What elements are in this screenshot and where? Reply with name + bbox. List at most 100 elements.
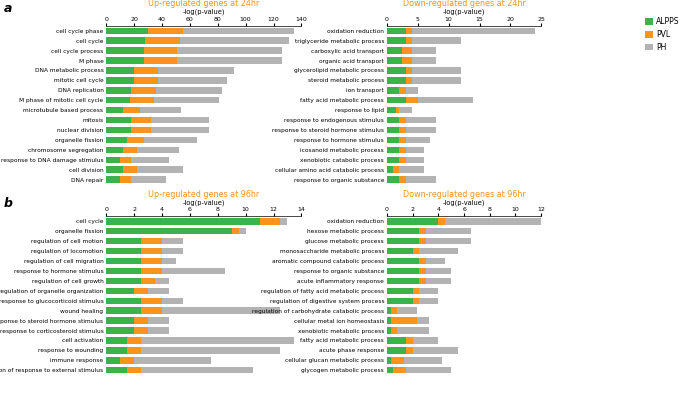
Bar	[123, 146, 137, 153]
Bar	[399, 137, 406, 143]
Bar	[106, 337, 127, 344]
Bar	[399, 107, 412, 114]
Title: Up-regulated genes at 24hr: Up-regulated genes at 24hr	[148, 0, 260, 8]
Bar	[406, 176, 436, 183]
Bar	[393, 166, 399, 173]
Bar	[419, 228, 425, 235]
Bar	[106, 287, 134, 294]
Bar	[387, 27, 406, 34]
Bar	[148, 27, 183, 34]
Bar	[148, 327, 169, 334]
Bar	[130, 97, 153, 104]
Bar	[148, 287, 169, 294]
Bar	[106, 87, 132, 94]
Bar	[406, 367, 451, 374]
Bar	[106, 97, 130, 104]
Bar	[387, 268, 419, 274]
Bar	[280, 218, 288, 225]
Bar	[156, 87, 222, 94]
Bar	[387, 137, 399, 143]
Bar	[106, 166, 123, 173]
Bar	[406, 37, 412, 44]
Bar	[387, 327, 391, 334]
Bar	[162, 238, 183, 245]
Bar	[387, 156, 399, 163]
Bar	[406, 146, 424, 153]
Bar	[418, 97, 473, 104]
Bar	[387, 166, 393, 173]
Bar	[406, 77, 412, 84]
Bar	[106, 117, 132, 123]
Bar	[144, 57, 177, 64]
Bar	[177, 47, 282, 54]
Bar	[387, 218, 438, 225]
Bar	[391, 327, 397, 334]
Bar	[106, 218, 260, 225]
Bar	[155, 278, 169, 284]
Bar	[406, 337, 412, 344]
Bar	[387, 77, 406, 84]
Bar	[406, 27, 412, 34]
Bar	[387, 248, 412, 254]
Bar	[141, 367, 253, 374]
Bar	[132, 156, 169, 163]
Bar	[106, 176, 120, 183]
Bar	[387, 258, 419, 264]
Bar	[391, 357, 403, 364]
Bar	[106, 127, 132, 133]
Bar	[106, 297, 141, 304]
Bar	[106, 57, 144, 64]
Bar	[397, 307, 416, 314]
Bar	[127, 137, 144, 143]
Bar	[399, 127, 406, 133]
Bar	[106, 278, 141, 284]
Bar	[123, 107, 140, 114]
Title: Up-regulated genes at 96hr: Up-regulated genes at 96hr	[148, 190, 260, 199]
Text: b: b	[3, 197, 12, 210]
Bar	[419, 268, 425, 274]
Bar	[387, 117, 399, 123]
Bar	[162, 258, 176, 264]
Bar	[148, 317, 169, 324]
Bar	[412, 347, 458, 354]
Bar	[412, 47, 436, 54]
Bar	[391, 317, 416, 324]
Bar	[406, 137, 430, 143]
Bar	[412, 297, 419, 304]
Bar	[141, 278, 155, 284]
Bar	[419, 238, 425, 245]
X-axis label: -log(p-value): -log(p-value)	[182, 199, 225, 206]
Bar	[106, 347, 127, 354]
Bar	[106, 47, 144, 54]
Bar	[387, 67, 406, 74]
Bar	[396, 107, 399, 114]
Bar	[137, 146, 179, 153]
Bar	[141, 238, 162, 245]
Bar	[106, 146, 123, 153]
X-axis label: -log(p-value): -log(p-value)	[443, 199, 486, 206]
Bar	[106, 268, 141, 274]
Bar	[232, 228, 238, 235]
Bar	[132, 117, 151, 123]
Bar	[406, 347, 412, 354]
Bar	[141, 307, 162, 314]
Bar	[387, 127, 399, 133]
Legend: ALPPS, PVL, PH: ALPPS, PVL, PH	[644, 16, 681, 54]
Bar	[445, 218, 541, 225]
Bar	[106, 77, 134, 84]
Bar	[106, 357, 120, 364]
Bar	[106, 107, 123, 114]
Bar	[412, 248, 419, 254]
Bar	[132, 87, 156, 94]
Bar	[127, 367, 141, 374]
Bar	[387, 287, 412, 294]
Bar	[399, 117, 406, 123]
Bar	[399, 156, 406, 163]
Bar	[141, 347, 280, 354]
Bar	[106, 248, 141, 254]
Bar	[387, 238, 419, 245]
Bar	[387, 367, 393, 374]
Bar	[419, 258, 425, 264]
Bar	[132, 176, 166, 183]
Bar	[180, 37, 289, 44]
